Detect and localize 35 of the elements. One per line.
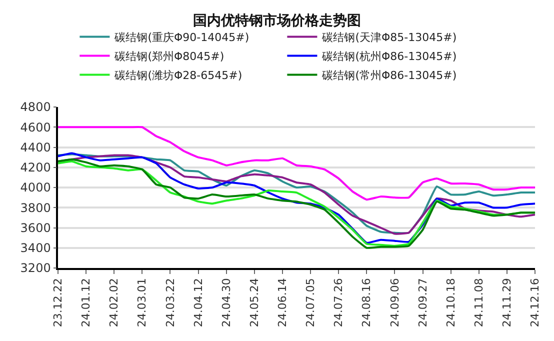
x-tick-label: 24.10.18 [444,278,458,328]
x-tick-label: 24.05.24 [248,278,261,328]
y-tick-label: 3800 [20,200,51,215]
y-tick-label: 4400 [20,140,51,154]
x-tick-label: 24.07.26 [332,278,346,328]
x-tick-label: 24.11.29 [500,278,514,328]
legend-label: 碳结钢(重庆Φ90-14045#) [114,31,250,44]
x-tick-label: 24.08.16 [360,278,374,328]
y-tick-label: 3200 [20,261,51,276]
y-tick-label: 4800 [20,100,51,114]
x-tick-label: 24.09.06 [388,278,402,328]
x-tick-label: 24.04.30 [220,278,233,328]
x-tick-label: 24.12.16 [528,278,542,328]
x-tick-label: 24.09.27 [416,278,430,328]
x-tick-label: 24.11.08 [472,278,486,328]
legend-label: 碳结钢(潍坊Φ28-6545#) [114,69,242,82]
legend-label: 碳结钢(天津Φ85-13045#) [321,31,457,44]
x-tick-label: 24.03.01 [136,278,149,328]
x-tick-label: 24.04.12 [192,278,205,328]
legend-label: 碳结钢(郑州Φ8045#) [114,50,224,64]
y-tick-label: 3400 [20,241,51,256]
x-tick-label: 24.07.05 [304,278,318,328]
y-tick-label: 3600 [20,220,51,235]
y-tick-label: 4200 [20,160,51,175]
y-tick-label: 4600 [20,120,51,134]
chart-title: 国内优特钢市场价格走势图 [193,12,361,30]
line-series [58,126,535,201]
x-tick-label: 24.01.12 [80,278,93,328]
x-tick-label: 24.06.14 [276,278,290,328]
legend-label: 碳结钢(常州Φ86-13045#) [321,69,457,82]
y-tick-label: 4000 [20,180,51,195]
x-tick-label: 23.12.22 [52,278,65,328]
legend-label: 碳结钢(杭州Φ86-13045#) [321,50,457,64]
x-tick-label: 24.02.02 [108,278,121,328]
x-tick-label: 24.03.22 [164,278,177,328]
